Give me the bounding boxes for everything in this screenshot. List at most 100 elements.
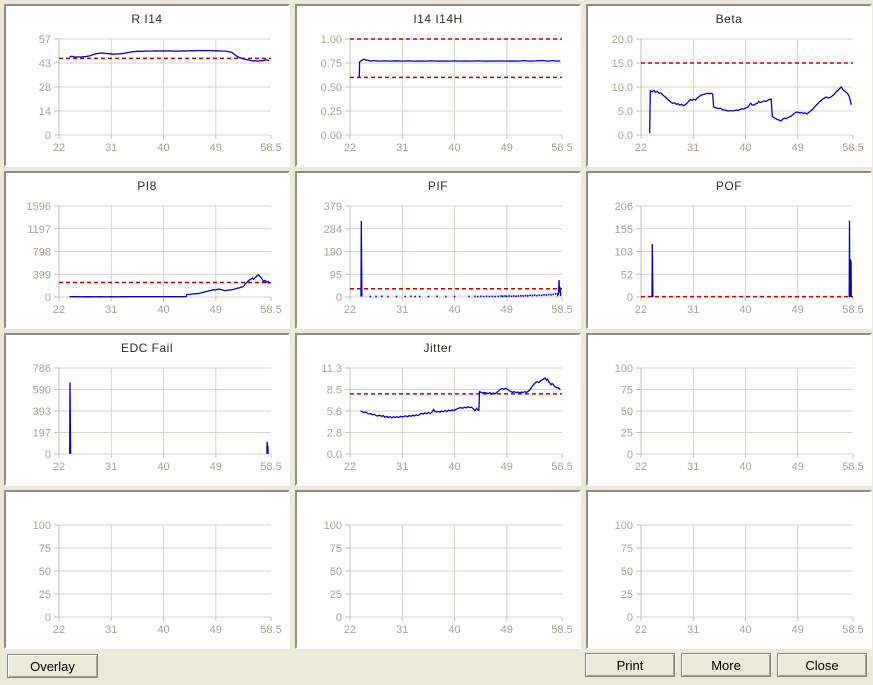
svg-text:28: 28: [39, 82, 51, 94]
svg-text:0: 0: [627, 292, 633, 304]
svg-text:58.5: 58.5: [551, 304, 572, 316]
svg-text:0.0: 0.0: [327, 449, 342, 461]
chart-title: I14 I14H: [413, 12, 463, 26]
svg-text:22: 22: [344, 304, 356, 316]
svg-text:40: 40: [157, 624, 169, 636]
chart-panel-pi8: PI8 1596 1197 798 399 0 22 31 40 49 58.5: [4, 171, 290, 329]
svg-text:40: 40: [157, 304, 169, 316]
chart-panel-pif: PIF 379 284 190 95 0 22 31 40 49 58.5: [295, 171, 581, 329]
svg-text:15.0: 15.0: [612, 58, 633, 70]
chart-panel-edc-fail: EDC Fail 786 590 393 197 0 22 31 40 49 58.5: [4, 333, 290, 486]
svg-text:1.00: 1.00: [321, 34, 342, 46]
svg-text:25: 25: [621, 589, 633, 601]
svg-text:58.5: 58.5: [842, 142, 863, 154]
svg-text:49: 49: [501, 624, 513, 636]
svg-text:190: 190: [324, 247, 342, 259]
svg-text:31: 31: [396, 461, 408, 473]
svg-text:57: 57: [39, 34, 51, 46]
svg-text:40: 40: [448, 624, 460, 636]
svg-text:49: 49: [501, 304, 513, 316]
svg-text:95: 95: [330, 269, 342, 281]
chart-title: PIF: [427, 179, 449, 193]
svg-text:75: 75: [621, 543, 633, 555]
svg-text:5.0: 5.0: [618, 106, 633, 118]
chart-title: Beta: [715, 12, 743, 26]
svg-text:1596: 1596: [27, 201, 51, 213]
close-button[interactable]: Close: [777, 653, 867, 677]
chart-title: Jitter: [423, 341, 453, 355]
chart-plot-pof: 206 155 103 52 022 31 40 49 58.5: [615, 201, 864, 316]
chart-panel-empty-3: 100 75 50 25 0 22 31 40 49 58.5: [295, 490, 581, 649]
chart-panel-beta: Beta 20.0 15.0 10.0 5.0 0.0 22 31 40 49 58.5: [586, 4, 872, 167]
svg-text:75: 75: [39, 543, 51, 555]
svg-text:43: 43: [39, 58, 51, 70]
svg-text:100: 100: [615, 363, 633, 375]
svg-text:40: 40: [739, 461, 751, 473]
svg-text:58.5: 58.5: [260, 461, 281, 473]
chart-title: [6, 492, 288, 517]
chart-title: PI8: [137, 179, 157, 193]
svg-text:58.5: 58.5: [260, 142, 281, 154]
svg-text:0.25: 0.25: [321, 106, 342, 118]
svg-text:22: 22: [635, 461, 647, 473]
svg-text:40: 40: [448, 142, 460, 154]
svg-text:155: 155: [615, 224, 633, 236]
chart-plot-empty-3: 100 75 50 25 022 31 40 49 58.5: [324, 520, 573, 636]
svg-text:50: 50: [621, 406, 633, 418]
svg-text:5.6: 5.6: [327, 406, 342, 418]
svg-text:100: 100: [33, 520, 51, 532]
svg-text:58.5: 58.5: [260, 304, 281, 316]
overlay-button[interactable]: Overlay: [7, 654, 98, 678]
svg-text:40: 40: [739, 304, 751, 316]
svg-text:40: 40: [157, 461, 169, 473]
svg-text:52: 52: [621, 269, 633, 281]
svg-text:31: 31: [396, 304, 408, 316]
svg-text:58.5: 58.5: [842, 461, 863, 473]
svg-text:284: 284: [324, 224, 342, 236]
svg-text:58.5: 58.5: [551, 461, 572, 473]
svg-text:40: 40: [739, 624, 751, 636]
svg-text:0: 0: [627, 612, 633, 624]
chart-plot-pi8: 1596 1197 798 399 022 31 40 49 58.5: [27, 201, 282, 316]
svg-text:0: 0: [45, 612, 51, 624]
chart-title: [588, 492, 870, 517]
svg-text:58.5: 58.5: [842, 624, 863, 636]
svg-text:49: 49: [210, 142, 222, 154]
svg-text:0: 0: [627, 449, 633, 461]
svg-text:2.8: 2.8: [327, 428, 342, 440]
svg-text:49: 49: [792, 461, 804, 473]
svg-text:31: 31: [105, 461, 117, 473]
svg-text:22: 22: [344, 461, 356, 473]
chart-plot-edc-fail: 786 590 393 197 022 31 40 49 58.5: [33, 363, 282, 473]
svg-text:58.5: 58.5: [551, 142, 572, 154]
chart-plot-jitter: 11.3 8.5 5.6 2.8 0.022 31 40 49 58.5: [321, 363, 572, 473]
chart-panel-ri14: R I14 57 43 28 14 0 22 31 40 49 58.5: [4, 4, 290, 167]
svg-text:0: 0: [336, 292, 342, 304]
chart-plot-empty-1: 100 75 50 25 022 31 40 49 58.5: [615, 363, 864, 473]
svg-text:49: 49: [210, 461, 222, 473]
svg-text:103: 103: [615, 247, 633, 259]
chart-title: [588, 335, 870, 360]
svg-text:11.3: 11.3: [321, 363, 342, 375]
svg-text:590: 590: [33, 385, 51, 397]
chart-plot-empty-2: 100 75 50 25 022 31 40 49 58.5: [33, 520, 282, 636]
svg-text:22: 22: [53, 624, 65, 636]
chart-panel-empty-4: 100 75 50 25 0 22 31 40 49 58.5: [586, 490, 872, 649]
svg-text:0: 0: [336, 612, 342, 624]
svg-text:0.50: 0.50: [321, 82, 342, 94]
svg-text:31: 31: [687, 142, 699, 154]
svg-text:14: 14: [39, 106, 51, 118]
chart-plot-ri14: 57 43 28 14 022 31 40 49 58.5: [39, 34, 282, 154]
svg-text:206: 206: [615, 201, 633, 213]
print-button[interactable]: Print: [585, 653, 675, 677]
svg-text:0: 0: [45, 292, 51, 304]
svg-text:0: 0: [45, 449, 51, 461]
svg-text:197: 197: [33, 428, 51, 440]
svg-text:393: 393: [33, 406, 51, 418]
more-button[interactable]: More: [681, 653, 771, 677]
svg-text:399: 399: [33, 269, 51, 281]
svg-text:49: 49: [792, 624, 804, 636]
svg-text:49: 49: [501, 461, 513, 473]
svg-text:0.00: 0.00: [321, 130, 342, 142]
svg-text:22: 22: [635, 624, 647, 636]
